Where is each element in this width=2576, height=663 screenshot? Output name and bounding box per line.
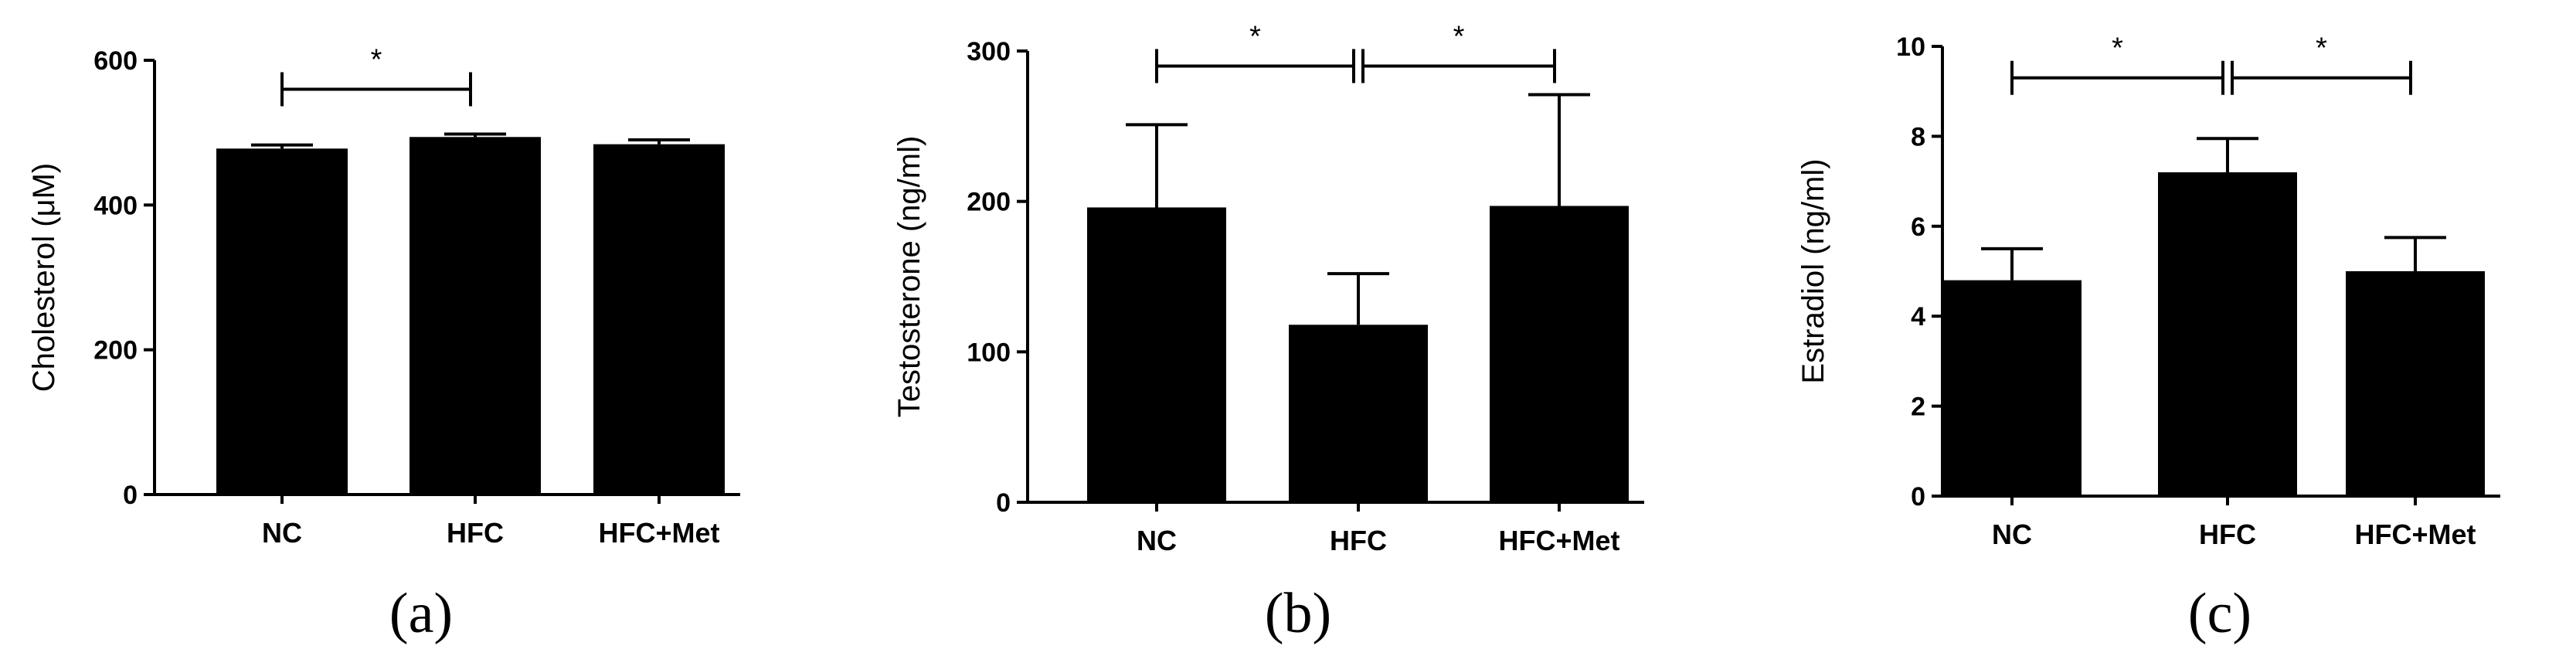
category-label: NC — [1137, 525, 1177, 556]
y-tick-label: 8 — [1911, 122, 1925, 151]
significance-star: * — [1453, 20, 1465, 53]
category-label: HFC+Met — [2354, 518, 2476, 550]
chart-panel-a: 0 200 400 600 Cholesterol (μM) NC HFC HFC+Met * (… — [27, 43, 740, 645]
significance-star: * — [371, 43, 382, 76]
bar — [593, 144, 725, 495]
bar — [1490, 206, 1629, 502]
y-tick-label: 200 — [967, 188, 1011, 217]
chart-panel-b: 0 100 200 300 Testosterone (ng/ml) NC HFC HFC+M… — [892, 20, 1644, 645]
category-label: NC — [1992, 518, 2032, 550]
bar — [2346, 271, 2485, 496]
y-tick-label: 0 — [123, 481, 138, 510]
significance-star: * — [2112, 32, 2123, 65]
y-tick-label: 0 — [1911, 482, 1925, 512]
bar — [1289, 325, 1428, 502]
y-tick-label: 10 — [1896, 32, 1925, 62]
y-axis-title: Testosterone (ng/ml) — [892, 136, 926, 418]
category-label: HFC — [447, 517, 504, 549]
panel-label: (b) — [1265, 582, 1331, 645]
y-tick-label: 200 — [93, 336, 138, 366]
category-label: HFC+Met — [1498, 525, 1619, 556]
y-tick-label: 6 — [1911, 212, 1925, 242]
category-label: HFC — [2199, 518, 2256, 550]
y-tick-label: 4 — [1911, 302, 1925, 332]
category-label: NC — [262, 517, 302, 549]
significance-star: * — [2316, 32, 2327, 65]
bar — [1942, 280, 2082, 496]
panel-label: (a) — [389, 582, 453, 645]
category-label: HFC+Met — [598, 517, 719, 549]
category-label: HFC — [1330, 525, 1387, 556]
y-tick-label: 100 — [967, 338, 1011, 367]
y-tick-label: 0 — [996, 488, 1011, 518]
y-axis-title: Estradiol (ng/ml) — [1796, 158, 1830, 383]
y-axis-title: Cholesterol (μM) — [27, 163, 61, 392]
bar — [2158, 172, 2297, 496]
y-tick-label: 400 — [93, 191, 138, 220]
y-tick-label: 2 — [1911, 393, 1925, 422]
bar — [1087, 207, 1226, 502]
significance-star: * — [1249, 20, 1261, 53]
bar — [216, 148, 348, 495]
panel-label: (c) — [2188, 582, 2251, 645]
y-tick-label: 600 — [93, 46, 138, 76]
y-tick-label: 300 — [967, 37, 1011, 66]
bar — [410, 137, 541, 495]
chart-panel-c: 0 2 4 6 8 10 Estradiol (ng/ml) NC HFC HFC+Met * * (c… — [1796, 32, 2500, 645]
